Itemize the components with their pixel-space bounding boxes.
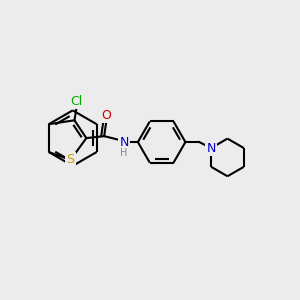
Text: N: N — [206, 142, 216, 154]
Text: H: H — [120, 148, 128, 158]
Text: N: N — [119, 136, 129, 148]
Text: Cl: Cl — [70, 95, 82, 108]
Text: S: S — [67, 153, 74, 167]
Text: O: O — [101, 109, 111, 122]
